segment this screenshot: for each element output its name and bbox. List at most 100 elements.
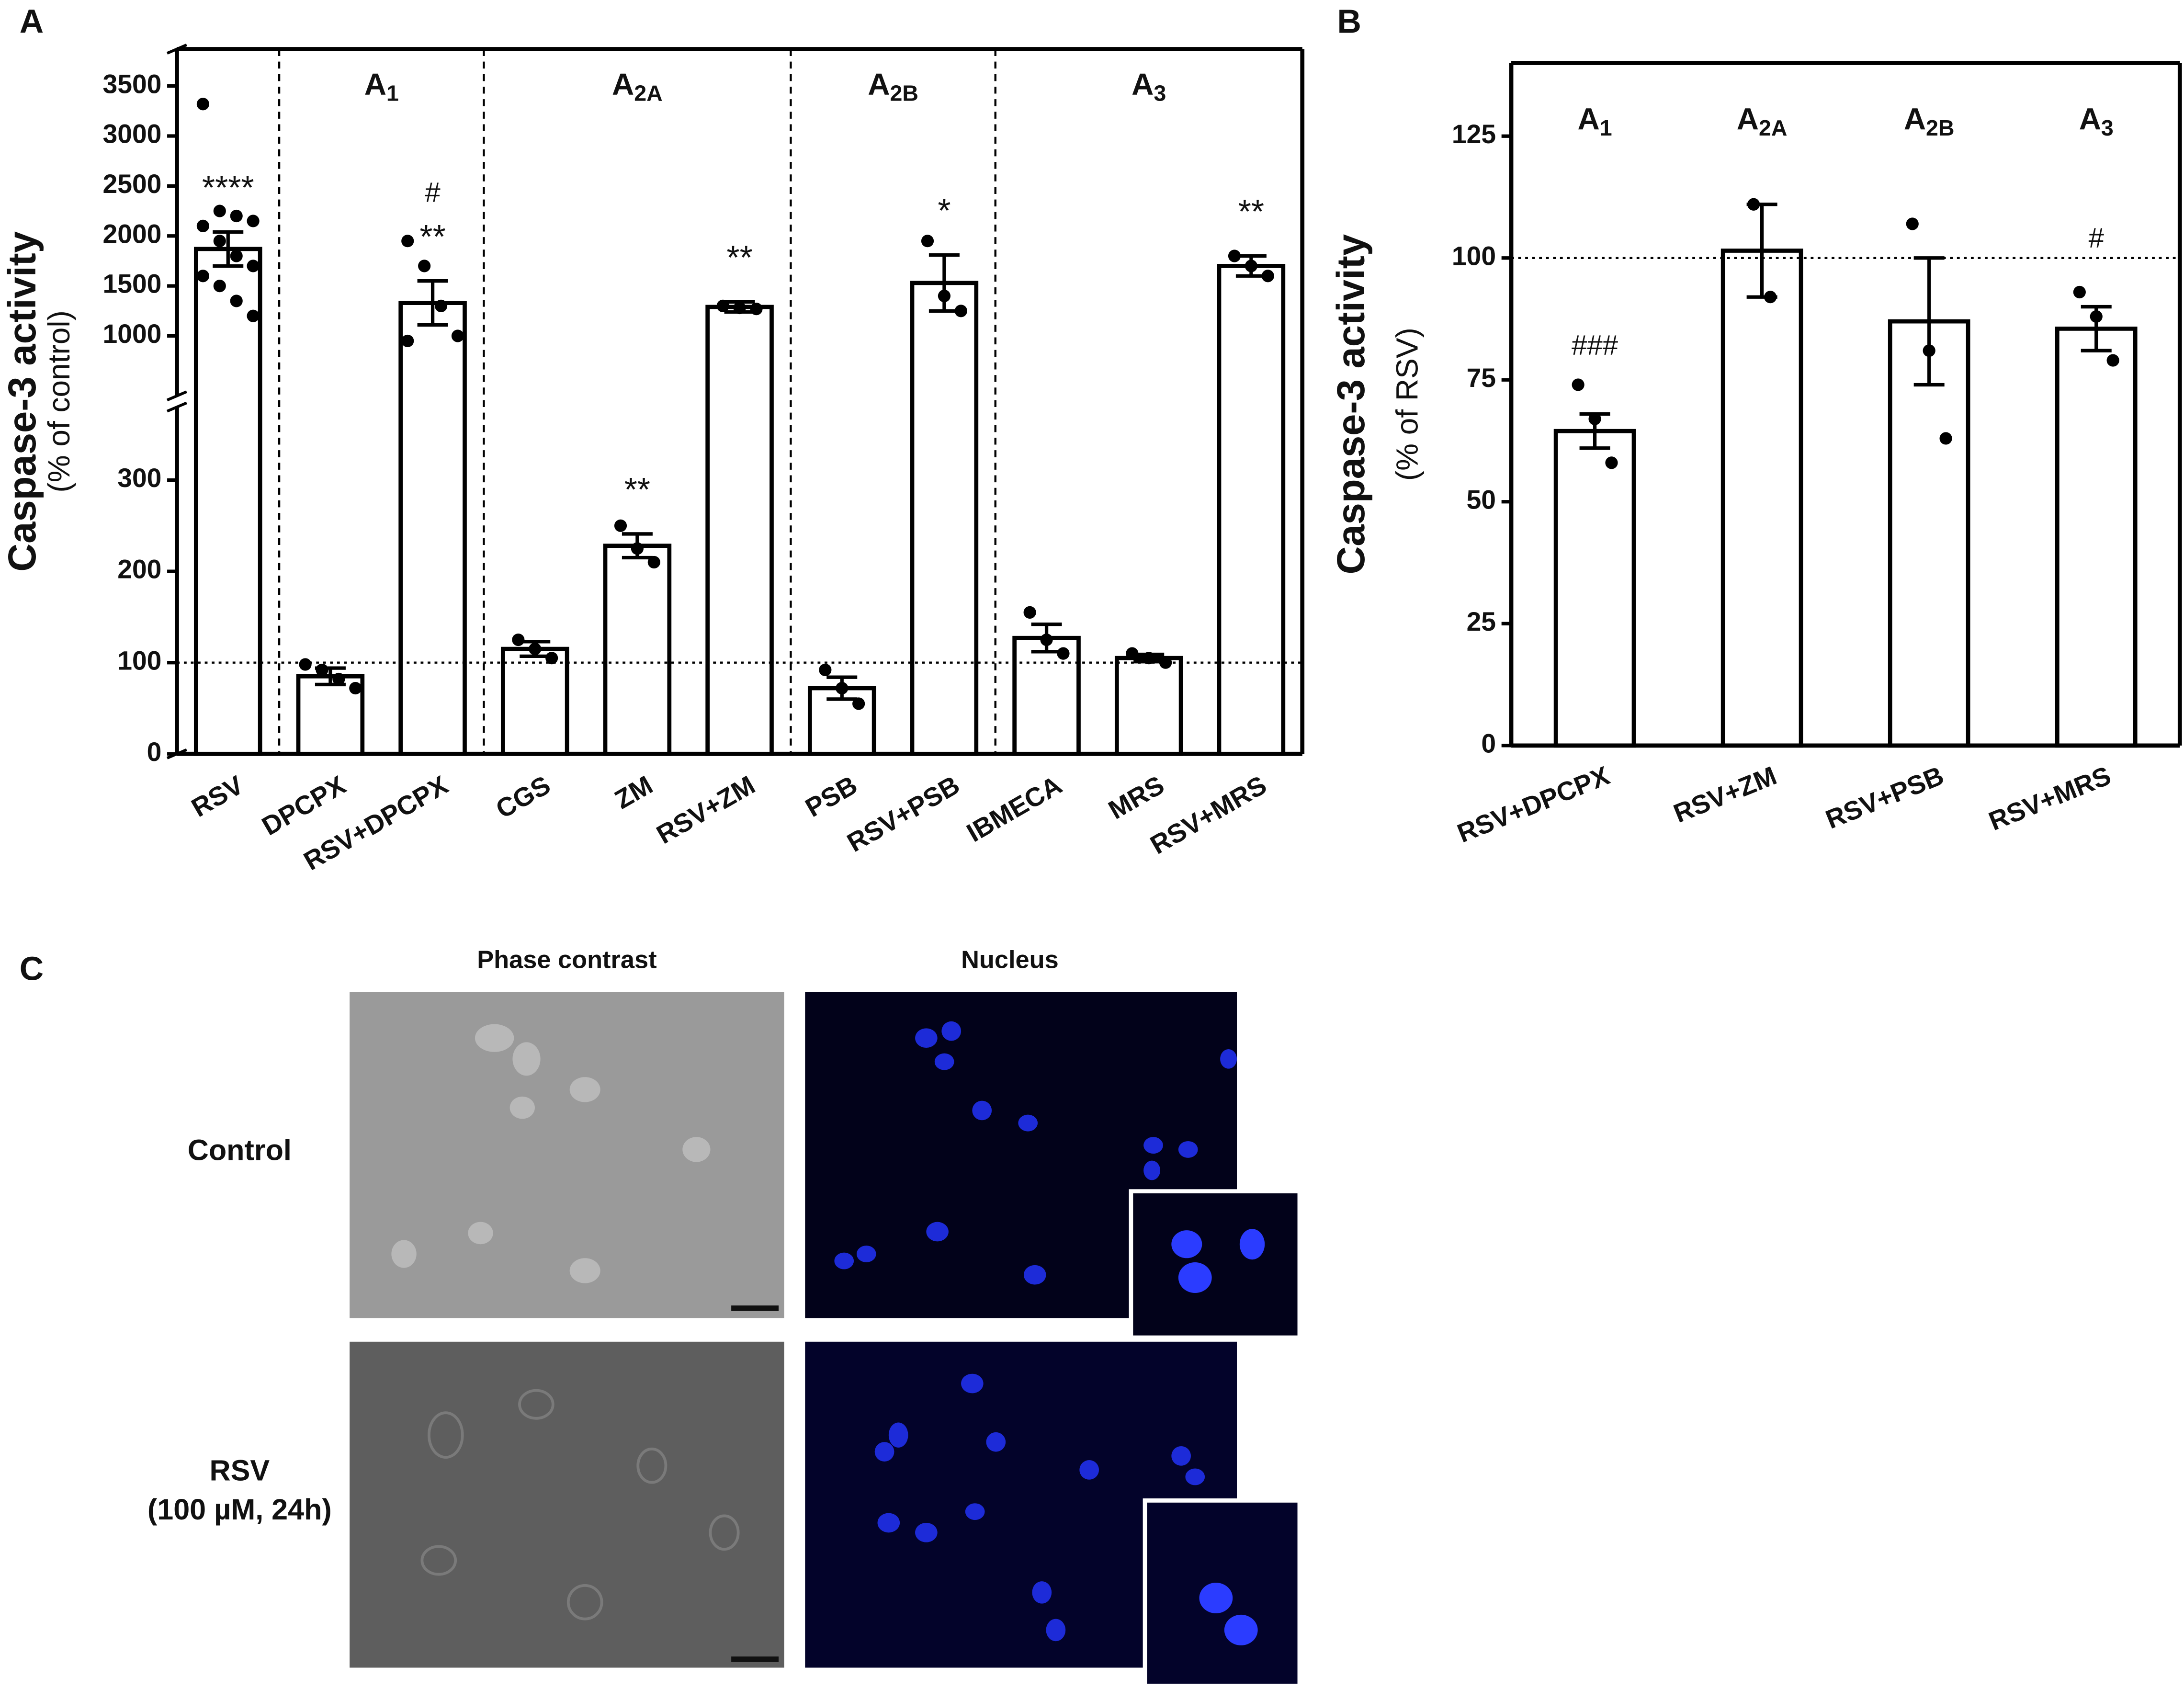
data-point (1764, 291, 1777, 304)
data-point (938, 289, 951, 303)
data-point (401, 334, 414, 348)
scale-bar (731, 1656, 779, 1662)
group-name: A (612, 67, 634, 102)
y-tick-label: 3500 (102, 69, 161, 99)
data-point (819, 663, 832, 677)
group-label: A2A (612, 67, 663, 106)
y-axis-subtitle: (% of control) (42, 310, 76, 492)
group-label: A3 (2079, 102, 2114, 141)
y-tick-label: 25 (1467, 607, 1496, 636)
significance: ** (1238, 193, 1264, 230)
data-point (750, 303, 763, 316)
bar (2055, 327, 2138, 748)
y-tick-label: 100 (117, 646, 161, 675)
nuclei (834, 1021, 1237, 1285)
panel-label: A (20, 3, 44, 40)
group-name: A (868, 67, 890, 102)
column-header: Nucleus (961, 946, 1059, 974)
bar (1553, 429, 1636, 748)
hash-annotation: ### (1572, 329, 1618, 361)
data-point (733, 301, 746, 315)
data-point (299, 658, 312, 671)
y-tick-label: 100 (1452, 241, 1496, 271)
chart: 0 100 200 300 1000 1500 2000 2500 3000 3500 Caspas… (0, 44, 1305, 876)
group-name: A (1578, 102, 1600, 136)
data-point (434, 299, 448, 312)
y-axis-title: Caspase-3 activity (1329, 234, 1373, 575)
x-tick-label: RSV+PSB (842, 770, 965, 858)
data-point (196, 270, 209, 283)
panel-label: B (1337, 3, 1361, 40)
data-point (1126, 647, 1139, 660)
group-name: A (1132, 67, 1154, 102)
data-point (1040, 633, 1053, 646)
data-point (1588, 412, 1601, 425)
x-tick-label: PSB (800, 770, 862, 823)
phase-image (350, 1341, 784, 1668)
bar (705, 305, 774, 756)
cells (391, 1024, 711, 1283)
group-label: A1 (1578, 102, 1612, 141)
nuclei (874, 1373, 1205, 1642)
phase-image (350, 992, 784, 1318)
axis-break (166, 390, 187, 402)
x-tick-label: RSV+MRS (1984, 760, 2115, 836)
data-point (247, 309, 260, 322)
x-tick-label: RSV+MRS (1145, 770, 1272, 860)
group-label: A2A (1737, 102, 1788, 141)
y-tick-label: 1000 (102, 319, 161, 349)
data-point (213, 280, 226, 293)
data-point (1023, 606, 1036, 619)
data-point (1906, 217, 1919, 230)
data-point (213, 235, 226, 248)
row-label: (100 µM, 24h) (147, 1493, 332, 1526)
bar (1720, 249, 1803, 748)
axis-break (166, 44, 187, 55)
y-tick-label: 50 (1467, 485, 1496, 514)
data-point (401, 235, 414, 248)
hash-annotation: # (2089, 222, 2105, 253)
data-point (2073, 285, 2086, 299)
nuclei (1171, 1229, 1265, 1293)
bar (910, 281, 979, 756)
column-header: Phase contrast (477, 946, 656, 974)
scale-bar (731, 1305, 779, 1311)
x-tick-label: RSV+ZM (652, 770, 760, 850)
x-tick-label: CGS (491, 770, 555, 825)
significance: ** (624, 471, 650, 508)
data-point (230, 295, 243, 307)
y-tick-label: 300 (117, 463, 161, 493)
group-subscript: 2A (634, 81, 662, 106)
group-label: A2B (1904, 102, 1955, 141)
data-point (1605, 456, 1618, 469)
y-tick-label: 75 (1467, 363, 1496, 393)
data-point (213, 204, 226, 217)
y-tick-label: 2500 (102, 169, 161, 199)
data-point (1261, 270, 1274, 283)
y-axis-title: Caspase-3 activity (0, 231, 44, 572)
significance: ** (726, 239, 752, 276)
group-subscript: 2A (1759, 115, 1787, 140)
group-label: A2B (868, 67, 918, 106)
panel-label: C (20, 950, 44, 987)
y-tick-label: 0 (1481, 728, 1496, 758)
significance: **** (202, 169, 254, 206)
group-subscript: 3 (2101, 115, 2114, 140)
significance: ** (419, 218, 445, 255)
x-tick-label: RSV+DPCPX (1453, 760, 1614, 848)
data-point (196, 98, 209, 111)
y-tick-label: 1500 (102, 269, 161, 299)
group-subscript: 1 (1600, 115, 1612, 140)
y-tick-label: 0 (147, 737, 162, 767)
hash-annotation: # (425, 177, 441, 208)
group-name: A (1904, 102, 1926, 136)
data-point (1228, 249, 1241, 262)
data-point (2090, 310, 2103, 323)
y-axis-subtitle: (% of RSV) (1390, 328, 1425, 481)
data-point (1939, 432, 1952, 445)
x-tick-label: IBMECA (962, 770, 1067, 848)
data-point (349, 681, 362, 695)
row-label: RSV (210, 1454, 270, 1486)
data-point (1572, 378, 1584, 391)
